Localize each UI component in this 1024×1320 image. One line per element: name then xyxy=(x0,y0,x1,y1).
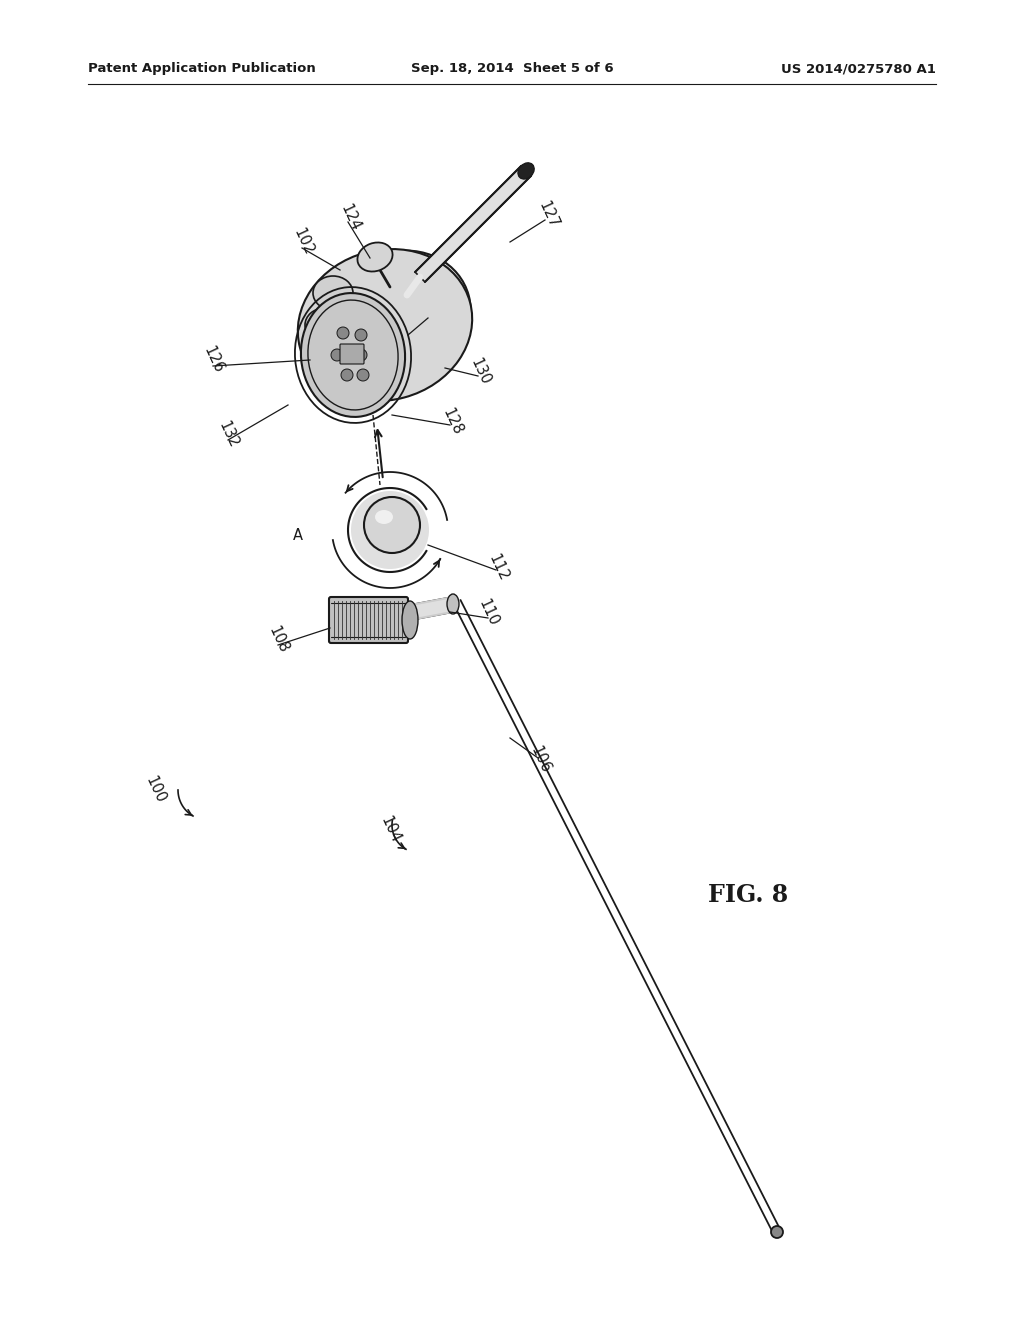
Ellipse shape xyxy=(355,329,367,341)
Ellipse shape xyxy=(336,251,471,375)
FancyBboxPatch shape xyxy=(329,597,408,643)
Text: 132: 132 xyxy=(215,420,241,450)
Ellipse shape xyxy=(331,348,343,360)
Ellipse shape xyxy=(518,162,535,180)
Ellipse shape xyxy=(298,249,472,401)
Text: US 2014/0275780 A1: US 2014/0275780 A1 xyxy=(781,62,936,75)
Ellipse shape xyxy=(771,1226,783,1238)
Text: FIG. 8: FIG. 8 xyxy=(708,883,788,907)
Text: 132: 132 xyxy=(416,296,440,327)
Ellipse shape xyxy=(364,498,420,553)
Text: 108: 108 xyxy=(265,624,291,656)
Ellipse shape xyxy=(313,341,353,374)
FancyBboxPatch shape xyxy=(340,345,364,364)
Polygon shape xyxy=(415,166,531,282)
Text: 112: 112 xyxy=(485,552,511,583)
Text: Sep. 18, 2014  Sheet 5 of 6: Sep. 18, 2014 Sheet 5 of 6 xyxy=(411,62,613,75)
Text: A: A xyxy=(293,528,303,543)
Text: Patent Application Publication: Patent Application Publication xyxy=(88,62,315,75)
Text: 102: 102 xyxy=(290,226,315,257)
Text: 128: 128 xyxy=(439,407,465,438)
Ellipse shape xyxy=(337,327,349,339)
Ellipse shape xyxy=(355,348,367,360)
Ellipse shape xyxy=(305,308,345,342)
Text: 100: 100 xyxy=(142,774,168,805)
Ellipse shape xyxy=(402,601,418,639)
Text: 127: 127 xyxy=(536,199,561,231)
Text: 126: 126 xyxy=(201,345,225,376)
Text: 110: 110 xyxy=(475,597,501,628)
Text: 124: 124 xyxy=(337,202,362,234)
Ellipse shape xyxy=(357,370,369,381)
Ellipse shape xyxy=(447,594,459,614)
Text: 106: 106 xyxy=(527,744,553,776)
Ellipse shape xyxy=(301,293,406,417)
Ellipse shape xyxy=(313,276,353,310)
Text: 130: 130 xyxy=(467,356,493,388)
Ellipse shape xyxy=(375,510,393,524)
Text: 104: 104 xyxy=(377,814,402,846)
Ellipse shape xyxy=(357,243,392,272)
Ellipse shape xyxy=(341,370,353,381)
Ellipse shape xyxy=(351,491,429,569)
